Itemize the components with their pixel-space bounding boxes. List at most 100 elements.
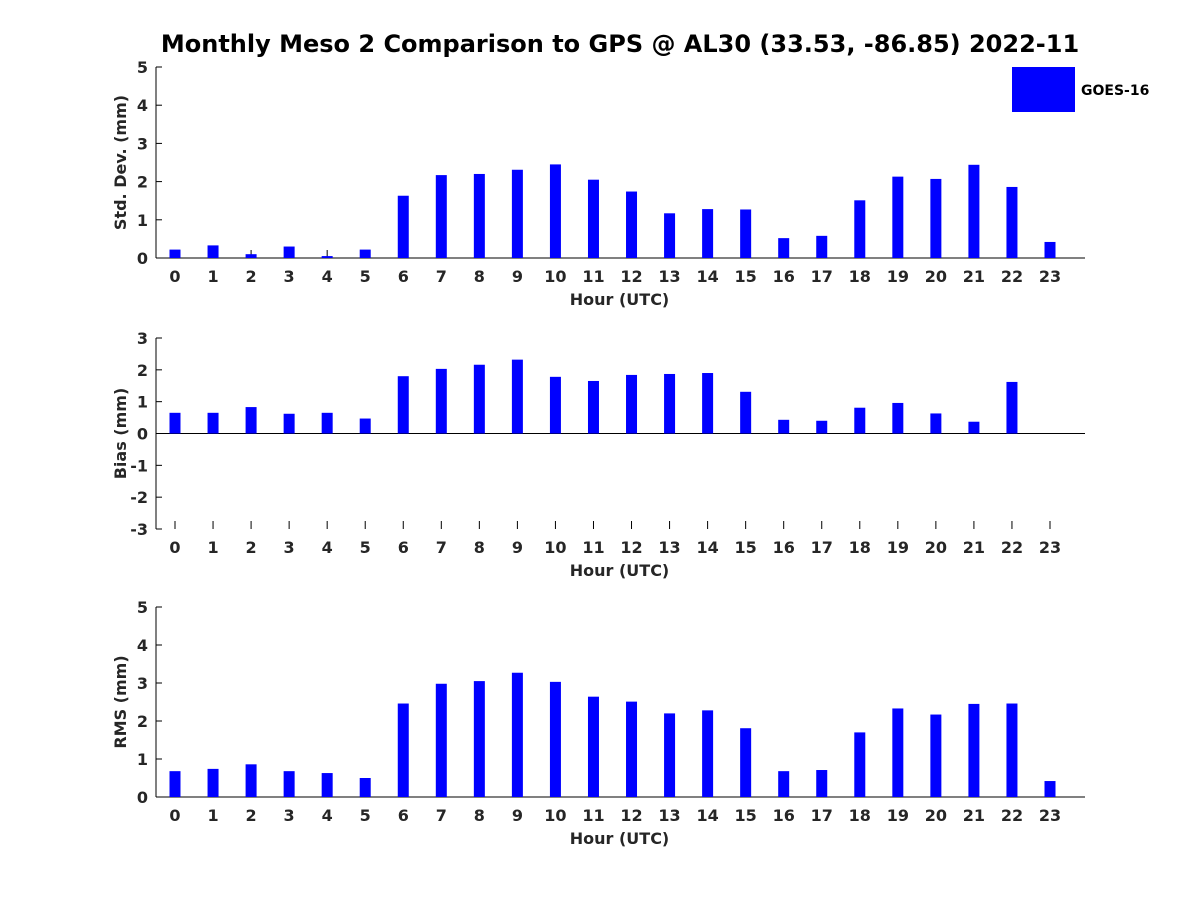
x-tick-label: 16 xyxy=(773,267,795,286)
bar xyxy=(321,256,333,258)
x-tick-label: 19 xyxy=(887,806,909,825)
bar xyxy=(968,164,980,258)
x-tick-label: 8 xyxy=(474,806,485,825)
bar xyxy=(1006,381,1018,434)
y-tick-label: 0 xyxy=(137,425,148,444)
bar xyxy=(587,380,599,434)
y-axis-label: Bias (mm) xyxy=(111,388,130,480)
bar xyxy=(169,412,181,434)
x-tick-label: 2 xyxy=(246,267,257,286)
x-tick-label: 20 xyxy=(925,806,947,825)
x-tick-label: 12 xyxy=(620,538,642,557)
x-tick-label: 13 xyxy=(658,806,680,825)
bar xyxy=(892,708,904,797)
x-tick-label: 18 xyxy=(849,806,871,825)
bar xyxy=(245,254,257,258)
bar xyxy=(397,195,409,258)
x-tick-label: 20 xyxy=(925,538,947,557)
bar xyxy=(854,732,866,797)
x-tick-label: 23 xyxy=(1039,538,1061,557)
bar xyxy=(1006,186,1018,258)
x-tick-label: 6 xyxy=(398,806,409,825)
bar xyxy=(207,412,219,434)
bar xyxy=(397,703,409,797)
x-tick-label: 3 xyxy=(284,538,295,557)
x-tick-label: 17 xyxy=(811,806,833,825)
bar xyxy=(1044,241,1056,258)
x-tick-label: 17 xyxy=(811,538,833,557)
bar xyxy=(473,681,485,797)
x-tick-label: 2 xyxy=(246,806,257,825)
bar xyxy=(778,419,790,434)
x-axis-label: Hour (UTC) xyxy=(570,290,670,309)
bar xyxy=(892,402,904,434)
bar xyxy=(740,728,752,797)
x-tick-label: 6 xyxy=(398,538,409,557)
bar xyxy=(587,179,599,258)
x-tick-label: 0 xyxy=(169,267,180,286)
legend-swatch xyxy=(1012,67,1075,112)
bar xyxy=(930,714,942,797)
x-axis-label: Hour (UTC) xyxy=(570,829,670,848)
bar xyxy=(1044,781,1056,797)
bar xyxy=(892,176,904,258)
x-tick-label: 1 xyxy=(207,806,218,825)
bar xyxy=(473,364,485,434)
y-tick-label: 0 xyxy=(137,249,148,268)
x-tick-label: 19 xyxy=(887,538,909,557)
bar xyxy=(740,209,752,258)
y-tick-label: 1 xyxy=(137,393,148,412)
x-tick-label: 2 xyxy=(246,538,257,557)
x-tick-label: 16 xyxy=(773,538,795,557)
x-tick-label: 9 xyxy=(512,267,523,286)
y-tick-label: 5 xyxy=(137,58,148,77)
bar xyxy=(664,713,676,797)
x-tick-label: 19 xyxy=(887,267,909,286)
x-tick-label: 18 xyxy=(849,538,871,557)
x-tick-label: 12 xyxy=(620,806,642,825)
bar xyxy=(664,213,676,258)
x-tick-label: 10 xyxy=(544,806,566,825)
y-tick-label: 3 xyxy=(137,134,148,153)
bar xyxy=(702,710,714,797)
y-tick-label: 4 xyxy=(137,636,148,655)
x-tick-label: 10 xyxy=(544,267,566,286)
x-tick-label: 5 xyxy=(360,267,371,286)
x-tick-label: 1 xyxy=(207,538,218,557)
y-tick-label: 2 xyxy=(137,712,148,731)
x-tick-label: 13 xyxy=(658,267,680,286)
y-tick-label: 3 xyxy=(137,674,148,693)
x-tick-label: 11 xyxy=(582,538,604,557)
bar xyxy=(778,238,790,258)
bar xyxy=(664,373,676,434)
y-tick-label: 0 xyxy=(137,788,148,807)
x-tick-label: 8 xyxy=(474,538,485,557)
x-tick-label: 21 xyxy=(963,806,985,825)
x-tick-label: 16 xyxy=(773,806,795,825)
bar xyxy=(283,771,295,797)
bar xyxy=(435,683,447,797)
x-tick-label: 21 xyxy=(963,267,985,286)
bar xyxy=(816,770,828,797)
x-tick-label: 15 xyxy=(735,806,757,825)
bar xyxy=(626,374,638,434)
x-tick-label: 20 xyxy=(925,267,947,286)
x-tick-label: 7 xyxy=(436,267,447,286)
x-tick-label: 12 xyxy=(620,267,642,286)
x-tick-label: 17 xyxy=(811,267,833,286)
x-tick-label: 23 xyxy=(1039,806,1061,825)
y-tick-label: 1 xyxy=(137,750,148,769)
bar xyxy=(321,773,333,797)
x-tick-label: 7 xyxy=(436,538,447,557)
bar xyxy=(359,249,371,258)
legend-label: GOES-16 xyxy=(1081,83,1149,99)
x-tick-label: 8 xyxy=(474,267,485,286)
bar xyxy=(511,169,523,258)
bar xyxy=(1006,703,1018,797)
bar xyxy=(245,407,257,434)
x-tick-label: 15 xyxy=(735,538,757,557)
x-tick-label: 22 xyxy=(1001,267,1023,286)
x-tick-label: 14 xyxy=(696,538,718,557)
bar xyxy=(626,191,638,258)
